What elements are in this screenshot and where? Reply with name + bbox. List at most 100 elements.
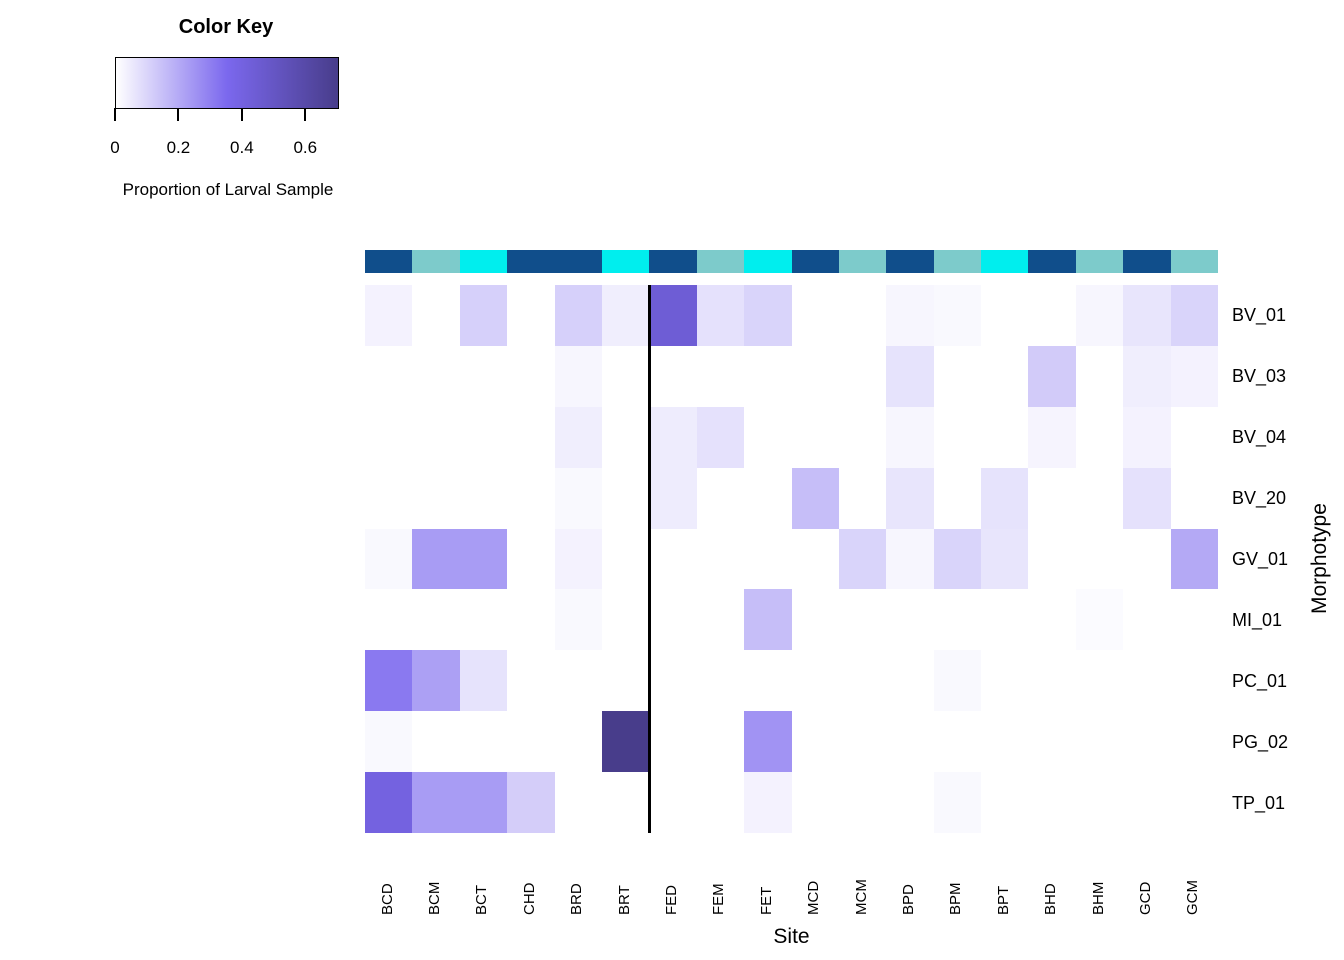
heatmap-cell-BV_20-BCT <box>459 467 508 530</box>
heatmap-cell-BV_03-BHM <box>1075 345 1124 408</box>
heatmap-cell-TP_01-GCD <box>1123 772 1172 834</box>
heatmap-cell-PC_01-FED <box>649 650 698 712</box>
row-label-GV_01: GV_01 <box>1232 549 1289 569</box>
heatmap-cell-BV_01-CHD <box>507 285 556 347</box>
heatmap-cell-TP_01-BPD <box>886 772 935 834</box>
heatmap-cell-BV_03-FET <box>744 345 792 408</box>
heatmap-cell-GV_01-BCD <box>365 528 413 590</box>
heatmap-cell-BV_01-BCD <box>365 285 413 347</box>
heatmap-cell-TP_01-BHD <box>1028 772 1077 834</box>
heatmap-cell-TP_01-BHM <box>1075 772 1124 834</box>
heatmap-cell-BV_20-GCD <box>1123 467 1172 530</box>
heatmap-cell-BV_01-FET <box>744 285 792 347</box>
heatmap-cell-BV_03-MCD <box>791 345 840 408</box>
side-color-GCM <box>1170 250 1219 273</box>
column-label-FEM: FEM <box>710 883 728 915</box>
heatmap-cell-MI_01-BCD <box>365 589 413 651</box>
side-color-BPM <box>933 250 982 273</box>
heatmap-cell-BV_01-GCD <box>1123 285 1172 347</box>
heatmap-cell-BV_01-BHM <box>1075 285 1124 347</box>
heatmap-cell-MI_01-MCM <box>838 589 887 651</box>
heatmap-cell-BV_01-FEM <box>696 285 745 347</box>
heatmap-cell-PC_01-MCM <box>838 650 887 712</box>
heatmap-cell-BV_01-GCM <box>1170 285 1219 347</box>
heatmap-cell-GV_01-BPM <box>933 528 982 590</box>
heatmap-cell-BV_20-BRT <box>601 467 650 530</box>
heatmap-cell-BV_20-BPD <box>886 467 935 530</box>
heatmap-cell-BV_04-MCM <box>838 406 887 469</box>
heatmap-cell-BV_03-CHD <box>507 345 556 408</box>
column-label-BCT: BCT <box>473 885 491 915</box>
column-label-MCM: MCM <box>852 879 870 915</box>
heatmap-cell-BV_01-BHD <box>1028 285 1077 347</box>
heatmap-cell-BV_04-BPT <box>981 406 1029 469</box>
heatmap-cell-TP_01-BCT <box>459 772 508 834</box>
side-color-GCD <box>1123 250 1172 273</box>
heatmap-cell-TP_01-FET <box>744 772 792 834</box>
heatmap-cell-BV_03-FEM <box>696 345 745 408</box>
y-axis-title: Morphotype <box>1308 503 1331 615</box>
row-label-BV_01: BV_01 <box>1232 305 1287 326</box>
heatmap-cell-BV_03-GCM <box>1170 345 1219 408</box>
heatmap-cell-BV_04-BHD <box>1028 406 1077 469</box>
heatmap-cell-BV_01-MCM <box>838 285 887 347</box>
heatmap-cell-MI_01-FET <box>744 589 792 651</box>
heatmap-cell-BV_20-CHD <box>507 467 556 530</box>
heatmap-cell-BV_20-BHD <box>1028 467 1077 530</box>
heatmap-cell-BV_01-BCM <box>412 285 461 347</box>
heatmap-cell-BV_03-BPT <box>981 345 1029 408</box>
color-key-tick-mark <box>240 108 243 121</box>
color-key-tick-label: 0.4 <box>230 138 254 157</box>
row-label-BV_03: BV_03 <box>1232 366 1287 387</box>
column-label-BPM: BPM <box>947 882 965 915</box>
heatmap-cell-PC_01-BCD <box>365 650 413 712</box>
heatmap-cell-BV_20-FEM <box>696 467 745 530</box>
heatmap-cell-BV_04-BHM <box>1075 406 1124 469</box>
heatmap-cell-PG_02-BCD <box>365 711 413 773</box>
side-color-BHM <box>1075 250 1124 273</box>
side-color-BHD <box>1028 250 1077 273</box>
heatmap-cell-BV_20-BCD <box>365 467 413 530</box>
heatmap-cell-PG_02-GCD <box>1123 711 1172 773</box>
row-label-PC_01: PC_01 <box>1232 670 1288 691</box>
heatmap-cell-TP_01-GCM <box>1170 772 1219 834</box>
side-color-FET <box>744 250 792 273</box>
heatmap-cell-PC_01-BPD <box>886 650 935 712</box>
heatmap-cell-TP_01-MCD <box>791 772 840 834</box>
side-color-MCM <box>838 250 887 273</box>
heatmap-cell-BV_20-BHM <box>1075 467 1124 530</box>
heatmap-cell-MI_01-BRD <box>554 589 603 651</box>
heatmap-cell-PC_01-BCT <box>459 650 508 712</box>
heatmap-cell-BV_20-BCM <box>412 467 461 530</box>
heatmap-cell-BV_03-BRD <box>554 345 603 408</box>
column-label-GCM: GCM <box>1184 880 1202 915</box>
heatmap-cell-PC_01-BPM <box>933 650 982 712</box>
row-label-PG_02: PG_02 <box>1232 731 1289 752</box>
column-label-BHM: BHM <box>1089 881 1107 915</box>
color-key-tick-mark <box>177 108 180 121</box>
heatmap-cell-GV_01-CHD <box>507 528 556 590</box>
heatmap-cell-GV_01-FEM <box>696 528 745 590</box>
heatmap-cell-BV_03-BCM <box>412 345 461 408</box>
side-color-CHD <box>507 250 556 273</box>
heatmap-cell-PC_01-FET <box>744 650 792 712</box>
heatmap-cell-BV_04-FET <box>744 406 792 469</box>
heatmap-cell-PC_01-GCD <box>1123 650 1172 712</box>
column-label-BHD: BHD <box>1042 883 1060 915</box>
side-color-BRD <box>554 250 603 273</box>
color-key-tick-label: 0.2 <box>166 138 191 157</box>
color-key-tick-label: 0.6 <box>293 138 318 157</box>
heatmap-cell-BV_04-BPD <box>886 406 935 469</box>
side-color-BRT <box>601 250 650 273</box>
column-label-BRT: BRT <box>615 885 633 915</box>
heatmap-cell-PC_01-BCM <box>412 650 461 712</box>
heatmap-cell-BV_03-BCD <box>365 345 413 408</box>
heatmap-cell-MI_01-GCM <box>1170 589 1219 651</box>
row-label-MI_01: MI_01 <box>1232 609 1283 630</box>
heatmap-cell-PC_01-BPT <box>981 650 1029 712</box>
heatmap-cell-BV_20-FET <box>744 467 792 530</box>
heatmap-cell-BV_04-GCM <box>1170 406 1219 469</box>
heatmap-cell-MI_01-BPM <box>933 589 982 651</box>
color-key-gradient-bar <box>115 57 339 109</box>
